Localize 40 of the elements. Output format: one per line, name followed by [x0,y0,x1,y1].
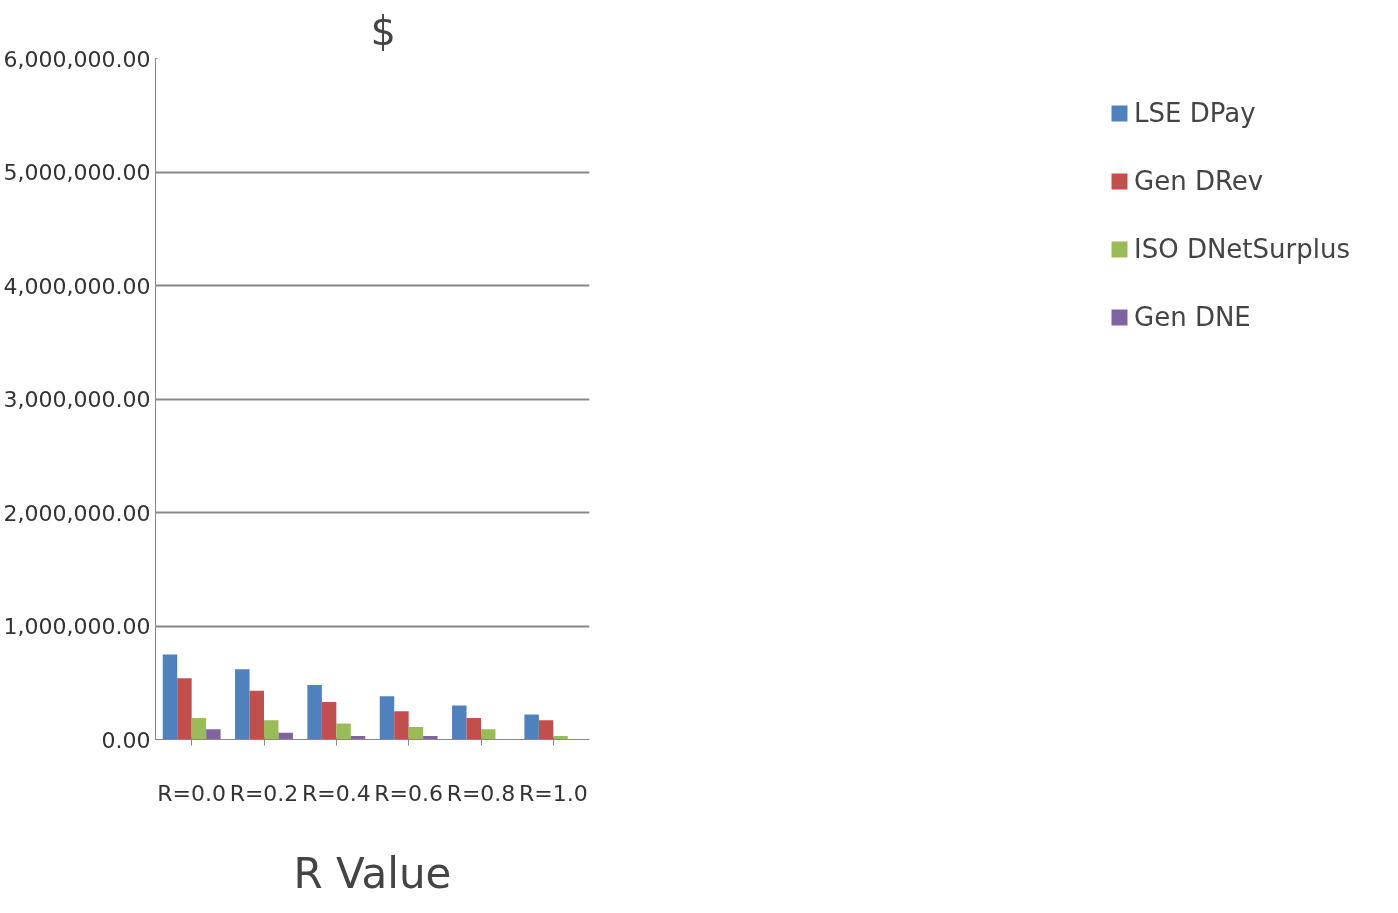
x-tick-label: R=0.8 [446,780,516,806]
y-tick-label: 3,000,000.00 [3,387,151,412]
bar [235,669,250,740]
x-tick-label: R=0.0 [157,780,227,806]
bar [336,723,351,740]
bar [379,696,395,740]
x-axis-title: R Value [293,848,452,898]
x-tick-label: R=0.2 [229,780,299,806]
bar [408,727,424,740]
bar [307,685,322,740]
bar [466,717,481,740]
x-tick-label: R=0.6 [374,780,444,806]
bar [206,729,221,740]
bar [264,720,279,740]
bar [394,711,409,740]
bar [249,690,264,740]
bar [162,654,178,740]
legend-label: LSE DPay [1134,98,1256,128]
legend-label: ISO DNetSurplus [1134,234,1350,264]
bar [278,732,293,740]
legend-label: Gen DRev [1134,166,1264,196]
bar [538,720,554,740]
y-tick-label: 6,000,000.00 [3,46,151,72]
bar [177,678,192,740]
y-tick-label: 0.00 [101,727,151,753]
y-tick-label: 2,000,000.00 [3,500,151,526]
bar [452,705,467,740]
bar [524,714,539,740]
bar [481,729,496,740]
x-tick-label: R=1.0 [518,780,588,806]
bar [553,736,568,740]
y-tick-label: 5,000,000.00 [3,160,151,185]
legend-label: Gen DNE [1134,302,1251,332]
bar [423,736,438,740]
bar [321,702,337,740]
y-tick-label: 4,000,000.00 [3,273,151,299]
y-axis-title: $ [370,7,396,54]
x-tick-label: R=0.4 [301,780,371,806]
y-tick-label: 1,000,000.00 [3,614,151,639]
bar [191,717,207,740]
